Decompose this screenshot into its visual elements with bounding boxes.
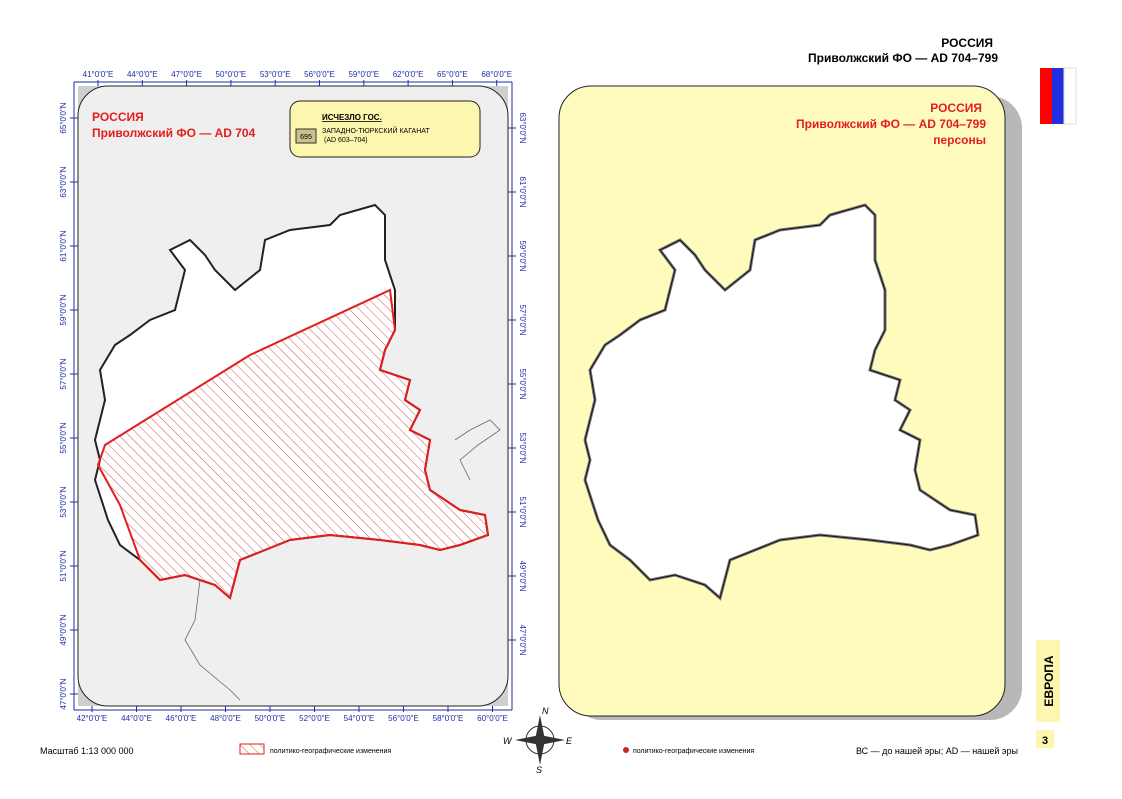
- header-country: РОССИЯ: [941, 36, 993, 50]
- bottom-tick-label: 48°0'0"E: [210, 714, 241, 723]
- right-tick-label: 47°0'0"N: [518, 624, 527, 655]
- left-tick-label: 47°0'0"N: [59, 678, 68, 709]
- legend-heading: ИСЧЕЗЛО ГОС.: [322, 113, 382, 122]
- bottom-tick-label: 56°0'0"E: [388, 714, 419, 723]
- right-map-note: персоны: [933, 133, 986, 147]
- left-tick-label: 51°0'0"N: [59, 550, 68, 581]
- top-tick-label: 41°0'0"E: [83, 70, 114, 79]
- right-tick-label: 59°0'0"N: [518, 240, 527, 271]
- legend-name: ЗАПАДНО-ТЮРКСКИЙ КАГАНАТ: [322, 126, 430, 135]
- legend-left: политико-географические изменения: [270, 748, 391, 755]
- top-tick-label: 47°0'0"E: [171, 70, 202, 79]
- scale: Масштаб 1:13 000 000: [40, 746, 134, 756]
- page-tab: [1036, 730, 1054, 748]
- right-tick-label: 61°0'0"N: [518, 176, 527, 207]
- legend-code: 695: [300, 134, 312, 141]
- bottom-tick-label: 60°0'0"E: [477, 714, 508, 723]
- left-map-title: РОССИЯ: [92, 110, 144, 124]
- right-tick-label: 63°0'0"N: [518, 112, 527, 143]
- right-tick-label: 57°0'0"N: [518, 304, 527, 335]
- bottom-tick-label: 42°0'0"E: [77, 714, 108, 723]
- left-tick-label: 57°0'0"N: [59, 358, 68, 389]
- top-tick-label: 59°0'0"E: [348, 70, 379, 79]
- era-note: ВС — до нашей эры; AD — нашей эры: [856, 746, 1018, 756]
- header-subtitle: Приволжский ФО — AD 704–799: [808, 51, 998, 65]
- compass-e: E: [566, 736, 573, 746]
- left-map-subtitle: Приволжский ФО — AD 704: [92, 126, 256, 140]
- top-tick-label: 65°0'0"E: [437, 70, 468, 79]
- left-tick-label: 63°0'0"N: [59, 166, 68, 197]
- page-number: 3: [1042, 735, 1048, 747]
- coordinate-ticks: 41°0'0"E 44°0'0"E 47°0'0"E 50°0'0"E 53°0'0"E…: [59, 70, 527, 723]
- right-tick-label: 55°0'0"N: [518, 368, 527, 399]
- left-tick-label: 55°0'0"N: [59, 422, 68, 453]
- right-tick-label: 51°0'0"N: [518, 496, 527, 527]
- side-region: ЕВРОПА: [1042, 655, 1056, 706]
- left-tick-label: 53°0'0"N: [59, 486, 68, 517]
- neighbor-border: [454, 419, 501, 481]
- bottom-tick-label: 44°0'0"E: [121, 714, 152, 723]
- top-tick-label: 56°0'0"E: [304, 70, 335, 79]
- bottom-tick-label: 52°0'0"E: [299, 714, 330, 723]
- left-tick-label: 59°0'0"N: [59, 294, 68, 325]
- right-tick-label: 53°0'0"N: [518, 432, 527, 463]
- top-tick-label: 50°0'0"E: [216, 70, 247, 79]
- compass-s: S: [536, 765, 542, 775]
- right-tick-label: 49°0'0"N: [518, 560, 527, 591]
- neighbor-border: [184, 579, 241, 701]
- legend-box: ИСЧЕЗЛО ГОС. 695 ЗАПАДНО-ТЮРКСКИЙ КАГАНА…: [289, 100, 481, 158]
- left-tick-label: 49°0'0"N: [59, 614, 68, 645]
- bottom-tick-label: 46°0'0"E: [166, 714, 197, 723]
- left-tick-label: 65°0'0"N: [59, 102, 68, 133]
- side-tab: [1036, 640, 1060, 722]
- legend-period: (AD 603–704): [324, 137, 368, 144]
- top-tick-label: 53°0'0"E: [260, 70, 291, 79]
- compass-n: N: [542, 706, 549, 716]
- left-tick-label: 61°0'0"N: [59, 230, 68, 261]
- bottom-tick-label: 58°0'0"E: [433, 714, 464, 723]
- bottom-tick-label: 50°0'0"E: [255, 714, 286, 723]
- compass-w: W: [503, 736, 513, 746]
- top-tick-label: 44°0'0"E: [127, 70, 158, 79]
- legend-right: политико-географические изменения: [633, 748, 754, 755]
- right-map-title: РОССИЯ: [930, 101, 982, 115]
- top-tick-label: 68°0'0"E: [481, 70, 512, 79]
- top-tick-label: 62°0'0"E: [393, 70, 424, 79]
- bottom-tick-label: 54°0'0"E: [344, 714, 375, 723]
- changed-area: [96, 288, 490, 600]
- flag: [1040, 67, 1077, 125]
- legend-swatch: [239, 743, 265, 755]
- right-map-subtitle: Приволжский ФО — AD 704–799: [796, 117, 986, 131]
- legend-dot: [623, 747, 629, 753]
- compass: N W E S: [503, 706, 573, 775]
